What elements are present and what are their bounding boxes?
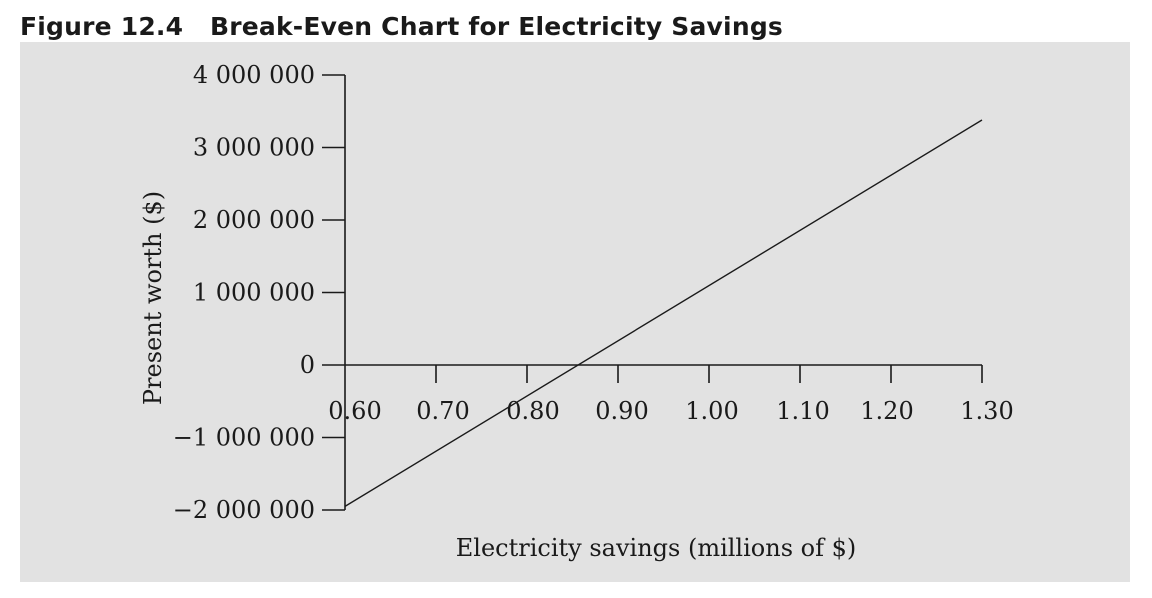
x-tick-label: 1.10	[776, 397, 829, 425]
figure-title: Figure 12.4 Break-Even Chart for Electri…	[20, 12, 783, 41]
y-tick-label: 4 000 000	[193, 61, 315, 89]
x-tick-label: 0.80	[506, 397, 559, 425]
x-tick-label: 0.70	[416, 397, 469, 425]
x-tick-label: 1.30	[960, 397, 1013, 425]
x-tick-label: 0.60	[328, 397, 381, 425]
y-tick-label: 0	[300, 351, 315, 379]
y-tick-label: −1 000 000	[173, 424, 315, 452]
series	[344, 119, 983, 507]
ticks: 4 000 000 3 000 000 2 000 000 1 000 000 0 −1 …	[173, 61, 1014, 524]
axes	[344, 75, 982, 510]
figure-label: Figure 12.4	[20, 12, 184, 41]
chart-panel: 4 000 000 3 000 000 2 000 000 1 000 000 0 −1 …	[20, 42, 1130, 582]
x-tick-label: 0.90	[595, 397, 648, 425]
x-tick-label: 1.20	[860, 397, 913, 425]
break-even-chart: 4 000 000 3 000 000 2 000 000 1 000 000 0 −1 …	[139, 61, 1014, 562]
x-tick-label: 1.00	[685, 397, 738, 425]
y-tick-label: 1 000 000	[193, 279, 315, 307]
y-axis-title: Present worth ($)	[139, 191, 167, 405]
y-tick-label: 2 000 000	[193, 206, 315, 234]
figure-title-text: Break-Even Chart for Electricity Savings	[209, 12, 783, 41]
present-worth-line	[344, 119, 983, 507]
y-tick-label: 3 000 000	[193, 134, 315, 162]
x-axis-title: Electricity savings (millions of $)	[456, 534, 856, 562]
y-tick-label: −2 000 000	[173, 496, 315, 524]
